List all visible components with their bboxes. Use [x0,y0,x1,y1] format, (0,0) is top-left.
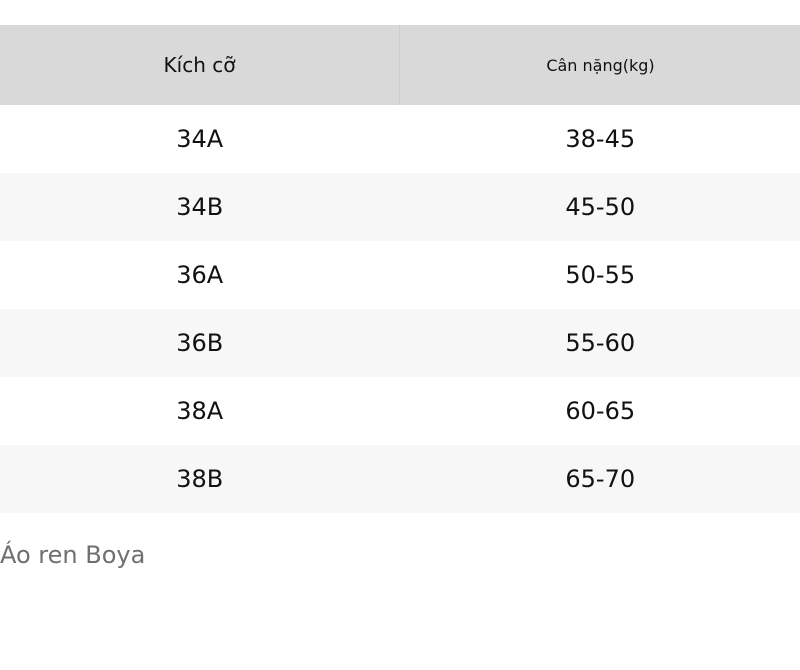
cell-size: 34B [0,173,400,241]
cell-weight: 60-65 [399,377,800,445]
cell-size: 36A [0,241,400,309]
table-row: 36A 50-55 [0,241,800,309]
cell-size: 36B [0,309,400,377]
table-row: 36B 55-60 [0,309,800,377]
cell-weight: 38-45 [399,105,800,173]
table-body: 34A 38-45 34B 45-50 36A 50-55 36B 55-60 … [0,105,800,513]
header-row: Kích cỡ Cân nặng(kg) [0,25,800,105]
cell-weight: 45-50 [399,173,800,241]
table-row: 34A 38-45 [0,105,800,173]
header-size: Kích cỡ [0,25,400,105]
cell-weight: 65-70 [399,445,800,513]
cell-weight: 55-60 [399,309,800,377]
cell-weight: 50-55 [399,241,800,309]
cell-size: 38A [0,377,400,445]
table-row: 38A 60-65 [0,377,800,445]
table-row: 34B 45-50 [0,173,800,241]
size-chart-table: Kích cỡ Cân nặng(kg) 34A 38-45 34B 45-50… [0,25,800,513]
product-caption: Áo ren Boya [0,541,146,569]
header-weight: Cân nặng(kg) [399,25,800,105]
table-row: 38B 65-70 [0,445,800,513]
cell-size: 38B [0,445,400,513]
cell-size: 34A [0,105,400,173]
table-header: Kích cỡ Cân nặng(kg) [0,25,800,105]
